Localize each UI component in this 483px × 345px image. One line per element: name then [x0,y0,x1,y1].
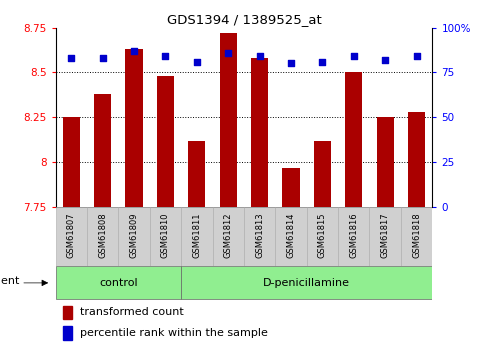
Bar [275,207,307,266]
Bar [369,207,401,266]
Text: GSM61813: GSM61813 [255,212,264,258]
Text: D-penicillamine: D-penicillamine [263,278,350,288]
Bar [150,207,181,266]
Bar [251,58,268,207]
Bar [220,33,237,207]
Point [224,50,232,56]
Text: percentile rank within the sample: percentile rank within the sample [80,328,268,338]
Bar [401,207,432,266]
Bar [188,141,205,207]
Bar [56,266,181,299]
Bar [244,207,275,266]
Text: GSM61817: GSM61817 [381,212,390,258]
Bar [338,207,369,266]
Bar [87,207,118,266]
Bar [157,76,174,207]
Bar [63,117,80,207]
Bar [283,168,299,207]
Text: GSM61815: GSM61815 [318,213,327,258]
Bar [408,112,425,207]
Bar [63,306,72,319]
Bar [307,207,338,266]
Point [68,55,75,61]
Bar [377,117,394,207]
Bar [345,72,362,207]
Bar [63,326,72,339]
Text: GSM61818: GSM61818 [412,212,421,258]
Point [99,55,107,61]
Bar [181,266,432,299]
Point [319,59,327,65]
Text: control: control [99,278,138,288]
Point [350,53,357,59]
Text: GSM61816: GSM61816 [349,212,358,258]
Point [130,48,138,54]
Text: GSM61814: GSM61814 [286,213,296,258]
Point [193,59,201,65]
Point [161,53,170,59]
Point [256,53,264,59]
Text: GSM61812: GSM61812 [224,213,233,258]
Bar [213,207,244,266]
Text: GSM61810: GSM61810 [161,213,170,258]
Text: GSM61809: GSM61809 [129,213,139,258]
Bar [126,49,142,207]
Text: transformed count: transformed count [80,307,184,317]
Text: GSM61807: GSM61807 [67,212,76,258]
Point [412,53,420,59]
Title: GDS1394 / 1389525_at: GDS1394 / 1389525_at [167,13,321,27]
Text: GSM61811: GSM61811 [192,213,201,258]
Text: GSM61808: GSM61808 [98,212,107,258]
Bar [94,94,111,207]
Bar [56,207,87,266]
Point [382,57,389,63]
Bar [314,141,331,207]
Text: agent: agent [0,276,19,286]
Point [287,61,295,66]
Bar [181,207,213,266]
Bar [118,207,150,266]
